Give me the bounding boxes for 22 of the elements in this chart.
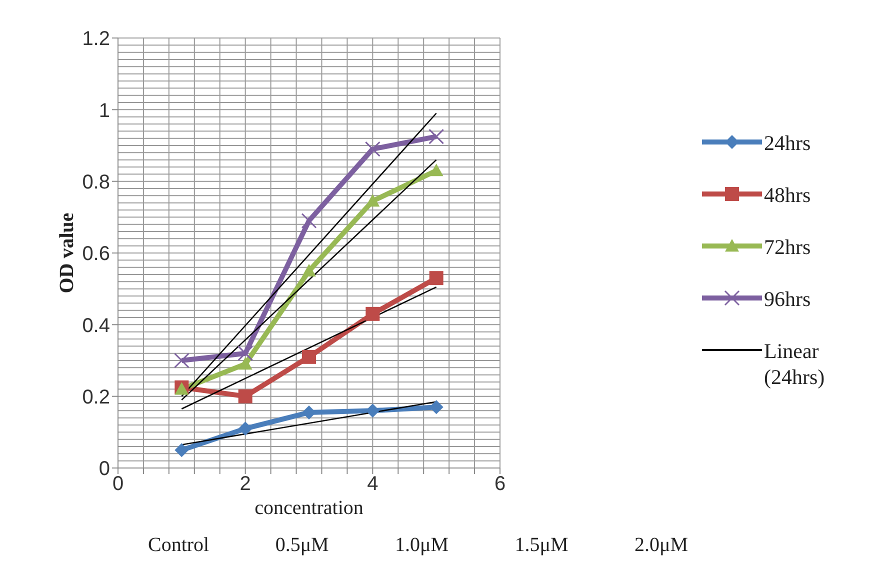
y-tick-label: 1.2 <box>82 28 110 50</box>
x-tick-label: 4 <box>367 473 378 496</box>
y-tick-label: 0.8 <box>82 171 110 194</box>
legend-label: 96hrs <box>764 286 812 312</box>
text: 1.0μM <box>395 534 449 557</box>
text: Control <box>148 534 210 557</box>
y-tick-label: 1 <box>98 100 110 122</box>
y-tick-label: 0.6 <box>82 243 110 266</box>
y-tick-label: 0.4 <box>82 314 110 337</box>
text: 0.5μM <box>275 534 329 557</box>
text: 2.0μM <box>634 534 688 557</box>
y-axis-title: OD value <box>56 212 78 294</box>
x-axis-title: concentration <box>254 497 364 519</box>
text: 1.5μM <box>514 534 568 557</box>
y-tick-label: 0.2 <box>82 386 110 408</box>
legend-label: 24hrs <box>764 130 812 156</box>
y-tick-label: 0 <box>98 458 110 480</box>
legend-label: Linear (24hrs) <box>764 338 826 390</box>
legend-label: 48hrs <box>764 182 812 208</box>
x-tick-label: 2 <box>240 473 251 496</box>
legend-label: 72hrs <box>764 234 812 260</box>
x-tick-label: 6 <box>494 473 506 496</box>
